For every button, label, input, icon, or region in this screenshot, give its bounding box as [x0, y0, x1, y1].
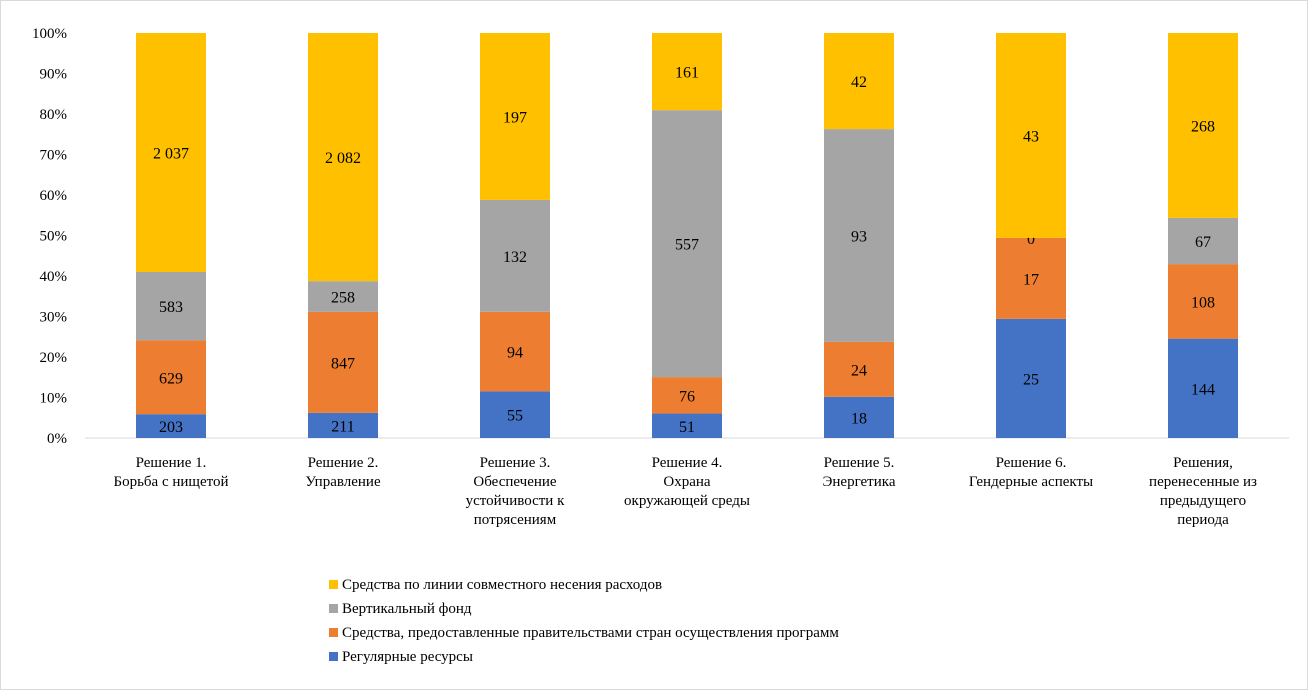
data-label: 557: [675, 237, 699, 254]
category-label: Управление: [305, 474, 381, 490]
bar-segment: [996, 318, 1066, 438]
bar-segment: [824, 396, 894, 438]
data-label: 55: [507, 408, 523, 425]
data-label: 17: [1023, 271, 1039, 288]
category-label: потрясениям: [474, 512, 557, 528]
y-tick-label: 60%: [40, 188, 68, 204]
bar-segment: [1168, 33, 1238, 218]
data-label: 161: [675, 65, 699, 82]
bar-segment: [136, 271, 206, 341]
data-label: 94: [507, 345, 523, 362]
y-tick-label: 90%: [40, 67, 68, 83]
legend-swatch: [329, 628, 338, 637]
bar-segment: [136, 414, 206, 438]
legend-label: Регулярные ресурсы: [342, 649, 473, 665]
bar-segment: [652, 377, 722, 414]
data-label: 25: [1023, 371, 1039, 388]
bar-segment: [824, 341, 894, 397]
category-label: Решение 2.: [308, 455, 379, 471]
category-label: Решение 4.: [652, 455, 723, 471]
data-label: 2 082: [325, 150, 361, 167]
category-label: Решение 3.: [480, 455, 551, 471]
data-label: 0: [1027, 231, 1035, 248]
bar-segment: [824, 129, 894, 342]
data-label: 67: [1195, 234, 1211, 251]
category-labels: Решение 1. Борьба с нищетой Решение 2. Упра…: [113, 455, 1257, 528]
bar-segment: [136, 33, 206, 272]
legend-label: Средства, предоставленные правительствам…: [342, 625, 839, 641]
data-label: 203: [159, 419, 183, 436]
category-label: Борьба с нищетой: [113, 474, 228, 490]
category-label: Решения,: [1173, 455, 1233, 471]
category-label: Охрана: [663, 474, 711, 490]
data-label: 258: [331, 290, 355, 307]
bar-segment: [652, 413, 722, 438]
bar-segment: [996, 33, 1066, 238]
bar-segment: [308, 311, 378, 413]
y-tick-label: 70%: [40, 148, 68, 164]
y-tick-label: 80%: [40, 107, 68, 123]
bar-segment: [308, 33, 378, 282]
y-tick-label: 10%: [40, 391, 68, 407]
data-label: 51: [679, 419, 695, 436]
category-label: Решение 1.: [136, 455, 207, 471]
data-label: 108: [1191, 294, 1215, 311]
category-label: устойчивости к: [466, 493, 565, 509]
data-label: 18: [851, 410, 867, 427]
bar-segment: [1168, 264, 1238, 339]
y-tick-label: 100%: [32, 26, 67, 42]
y-tick-label: 30%: [40, 310, 68, 326]
bar-segment: [1168, 217, 1238, 265]
bars: 203 629 583 2 037 211 847 258 2 082 55 94 132 197 51…: [136, 33, 1238, 438]
data-label: 93: [851, 229, 867, 246]
y-tick-label: 50%: [40, 229, 68, 245]
legend-swatch: [329, 580, 338, 589]
data-label: 43: [1023, 128, 1039, 145]
category-label: Решение 6.: [996, 455, 1067, 471]
bar-segment: [652, 33, 722, 111]
data-label: 132: [503, 249, 527, 266]
bar-segment: [136, 340, 206, 415]
y-tick-label: 0%: [47, 431, 67, 447]
category-label: Гендерные аспекты: [969, 474, 1093, 490]
data-label: 76: [679, 388, 695, 405]
data-label: 144: [1191, 381, 1215, 398]
legend: Средства по линии совместного несения ра…: [329, 577, 839, 665]
data-label: 268: [1191, 118, 1215, 135]
legend-swatch: [329, 604, 338, 613]
legend-label: Вертикальный фонд: [342, 601, 472, 617]
data-label: 24: [851, 362, 867, 379]
category-label: окружающей среды: [624, 493, 750, 509]
bar-segment: [1168, 338, 1238, 438]
bar-segment: [652, 110, 722, 378]
y-tick-label: 40%: [40, 269, 68, 285]
data-label: 211: [331, 418, 354, 435]
bar-segment: [480, 391, 550, 438]
legend-swatch: [329, 652, 338, 661]
y-tick-label: 20%: [40, 350, 68, 366]
category-label: предыдущего: [1160, 493, 1246, 509]
data-label: 2 037: [153, 145, 189, 162]
data-label: 583: [159, 299, 183, 316]
data-label: 629: [159, 370, 183, 387]
legend-label: Средства по линии совместного несения ра…: [342, 577, 662, 593]
data-label: 847: [331, 355, 355, 372]
data-label: 42: [851, 74, 867, 91]
data-label: 197: [503, 109, 527, 126]
category-label: Энергетика: [822, 474, 895, 490]
category-label: перенесенные из: [1149, 474, 1257, 490]
bar-segment: [480, 311, 550, 392]
bar-segment: [480, 33, 550, 200]
category-label: Решение 5.: [824, 455, 895, 471]
bar-segment: [996, 237, 1066, 319]
bar-segment: [308, 281, 378, 312]
category-label: Обеспечение: [473, 474, 557, 490]
axes: 0% 10% 20% 30% 40% 50% 60% 70% 80% 90% 100%: [32, 26, 1289, 447]
bar-segment: [480, 199, 550, 312]
category-label: периода: [1177, 512, 1229, 528]
bar-segment: [824, 33, 894, 130]
bar-segment: [308, 412, 378, 438]
